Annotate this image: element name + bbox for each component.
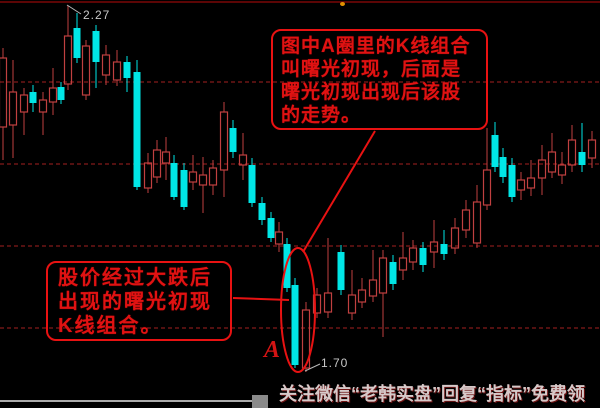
top-border-line <box>0 1 600 3</box>
annotation-box-pattern-location: 股价经过大跌后 出现的曙光初现 K线组合。 <box>46 261 232 341</box>
annotation-text-line: 的走势。 <box>281 105 362 126</box>
top-marker-dot <box>340 2 345 6</box>
marker-a-label: A <box>264 337 281 363</box>
high-price-label: 2.27 <box>83 8 111 22</box>
low-price-label: 1.70 <box>321 356 349 370</box>
annotation-text-line: 曙光初现出现后该股 <box>281 82 462 103</box>
annotation-text-line: 股价经过大跌后 <box>58 267 212 289</box>
annotation-text-line: 叫曙光初现，后面是 <box>281 59 462 80</box>
annotation-text-line: 出现的曙光初现 <box>58 291 212 313</box>
annotation-box-pattern-description: 图中A圈里的K线组合 叫曙光初现，后面是 曙光初现出现后该股 的走势。 <box>271 29 488 130</box>
bottom-edge-handle <box>252 395 268 408</box>
promo-footer-text: 关注微信“老韩实盘”回复“指标”免费领 <box>279 384 585 404</box>
annotation-text-line: K线组合。 <box>58 315 163 337</box>
bottom-edge-line <box>0 400 257 402</box>
annotation-text-line: 图中A圈里的K线组合 <box>281 36 471 57</box>
